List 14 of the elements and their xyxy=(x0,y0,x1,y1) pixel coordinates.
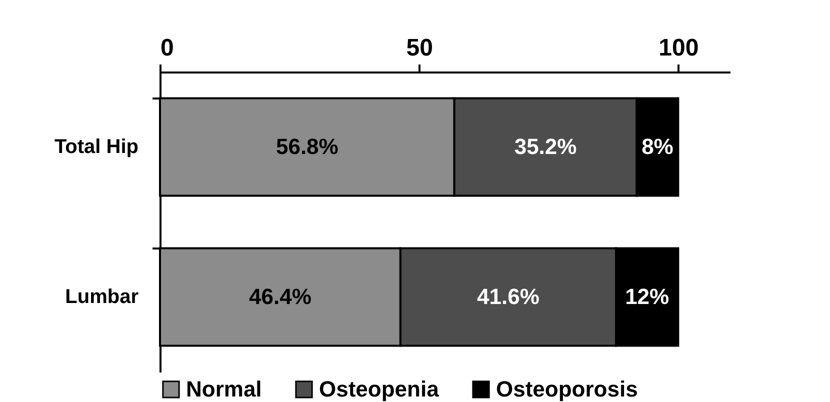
data-label: 41.6% xyxy=(477,284,540,309)
data-label: 46.4% xyxy=(249,284,312,309)
y-tick-label: Lumbar xyxy=(65,286,139,308)
data-label: 12% xyxy=(625,284,670,309)
x-tick-label: 0 xyxy=(160,34,174,62)
x-tick-label: 100 xyxy=(658,34,699,62)
legend-label: Osteoporosis xyxy=(496,376,638,402)
data-label: 56.8% xyxy=(276,134,338,159)
data-label: 35.2% xyxy=(514,134,577,159)
legend-label: Osteopenia xyxy=(319,376,440,402)
x-tick-label: 50 xyxy=(406,34,433,62)
data-label: 8% xyxy=(642,134,674,159)
y-tick-label: Total Hip xyxy=(54,136,138,158)
legend-label: Normal xyxy=(186,376,262,402)
